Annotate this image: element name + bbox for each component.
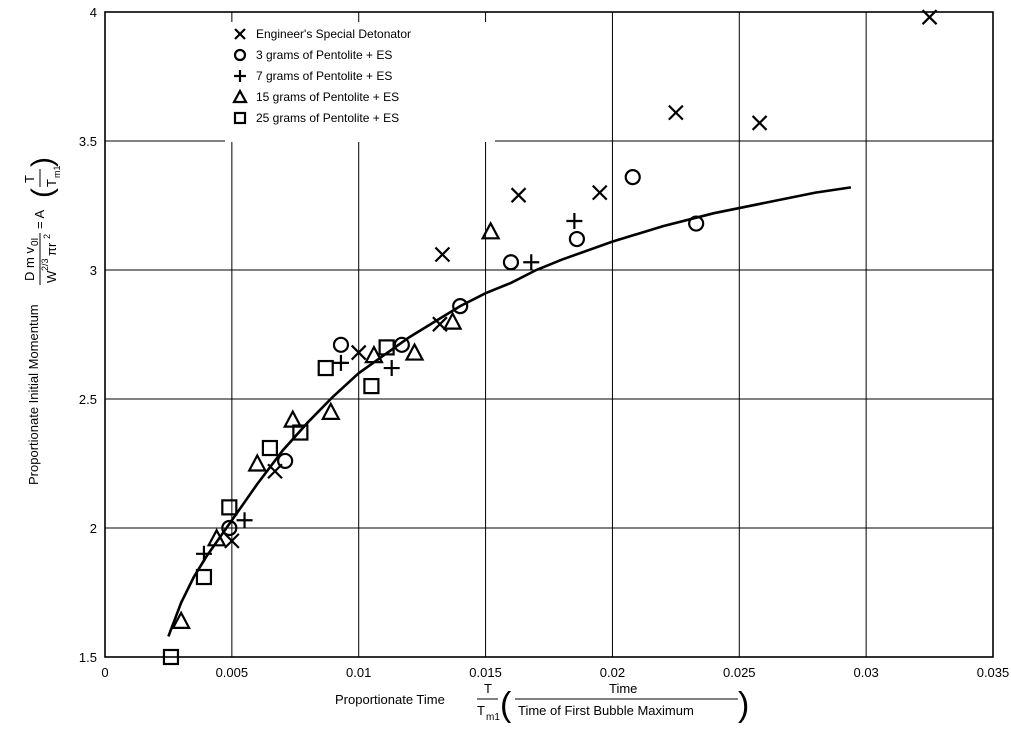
x-tick-label: 0: [101, 665, 108, 680]
x-axis-frac-den: T: [477, 703, 485, 718]
y-tick-labels: 1.5 2 2.5 3 3.5 4: [79, 5, 97, 665]
legend: Engineer's Special Detonator 3 grams of P…: [225, 22, 495, 142]
legend-marker-x: [234, 28, 246, 40]
data-point-circle: [502, 254, 520, 271]
x-tick-label: 0.005: [216, 665, 249, 680]
data-point-x: [224, 533, 240, 549]
legend-entry: 7 grams of Pentolite + ES: [256, 69, 392, 83]
data-point-plus: [236, 512, 253, 529]
data-point-triangle: [320, 401, 341, 420]
x-axis-frac-den-sub: m1: [486, 712, 500, 723]
data-point-square: [378, 339, 395, 356]
data-point-plus: [332, 354, 349, 371]
legend-entry: 25 grams of Pentolite + ES: [256, 111, 399, 125]
data-point-triangle: [171, 610, 191, 629]
y-axis-equals: = A: [32, 210, 47, 229]
legend-background: [225, 22, 495, 142]
x-axis-paren-left: (: [500, 686, 512, 724]
legend-marker-square: [233, 111, 247, 125]
data-point-x: [591, 184, 608, 201]
plot-frame: [104, 11, 994, 658]
data-point-x: [668, 104, 684, 121]
x-axis-paren-right: ): [738, 686, 749, 724]
legend-marker-circle: [233, 48, 247, 62]
data-point-x: [350, 344, 367, 361]
y-tick-label: 3.5: [79, 134, 97, 149]
y-axis-paren-den-sub: m1: [52, 165, 62, 178]
x-tick-labels: 0 0.005 0.01 0.015 0.02 0.025 0.03 0.035: [101, 665, 1009, 680]
fit-curve: [167, 186, 852, 637]
data-point-square: [363, 378, 380, 395]
data-point-plus: [566, 212, 583, 229]
y-axis-paren-num: T: [22, 175, 37, 183]
x-axis-frac-num: T: [484, 681, 492, 696]
data-point-circle: [393, 336, 410, 353]
legend-marker-plus: [234, 70, 246, 82]
y-axis-paren-left: (: [26, 188, 59, 198]
x-tick-label: 0.015: [469, 665, 502, 680]
data-point-triangle: [480, 220, 501, 240]
data-point-x: [510, 187, 527, 203]
y-axis-paren-den: T: [44, 179, 59, 187]
y-axis-paren-right: ): [26, 157, 59, 167]
y-axis-label-main: Proportionate Initial Momentum: [26, 304, 41, 485]
data-point-circle: [221, 519, 238, 537]
x-axis-paren-num: Time: [609, 681, 637, 696]
data-point-circle: [624, 169, 641, 186]
data-point-square: [195, 568, 213, 586]
x-tick-label: 0.025: [723, 665, 756, 680]
data-point-square: [261, 439, 279, 457]
y-axis-label: Proportionate Initial Momentum D m v 0I …: [22, 157, 62, 485]
x-axis-label-main: Proportionate Time: [335, 692, 445, 707]
y-axis-frac-den-rest-sup: 2: [42, 234, 52, 239]
x-tick-label: 0.035: [977, 665, 1010, 680]
data-point-circle: [688, 215, 705, 232]
data-point-plus: [383, 360, 400, 377]
data-point-circle: [568, 230, 586, 248]
data-point-triangle: [442, 311, 463, 330]
x-axis-paren-den: Time of First Bubble Maximum: [518, 703, 694, 718]
y-tick-label: 4: [90, 5, 97, 20]
legend-entry: Engineer's Special Detonator: [256, 27, 411, 41]
x-axis-label: Proportionate Time T T m1 ( Time Time of…: [335, 681, 749, 724]
x-tick-label: 0.02: [600, 665, 625, 680]
data-point-triangle: [282, 409, 303, 428]
legend-entry: 15 grams of Pentolite + ES: [256, 90, 399, 104]
y-axis-frac-num-sub: 0I: [30, 238, 41, 246]
data-point-triangle: [206, 527, 227, 547]
data-point-square: [162, 648, 180, 666]
data-point-square: [317, 359, 334, 377]
y-axis-frac-num: D m v: [22, 247, 37, 281]
data-point-square: [292, 424, 309, 441]
x-tick-label: 0.01: [346, 665, 371, 680]
y-axis-frac-den: W: [44, 270, 59, 283]
y-axis-frac-den-sup: 2/3: [40, 258, 50, 271]
data-point-square: [221, 499, 238, 516]
legend-marker-triangle: [232, 88, 248, 104]
data-point-circle: [452, 298, 469, 315]
y-tick-label: 2: [90, 521, 97, 536]
legend-entry: 3 grams of Pentolite + ES: [256, 48, 392, 62]
data-point-plus: [195, 545, 212, 562]
data-point-circle: [332, 336, 350, 353]
y-tick-label: 2.5: [79, 392, 97, 407]
data-point-circle: [277, 452, 294, 470]
data-point-triangle: [404, 342, 425, 361]
data-markers: [162, 9, 938, 666]
x-tick-label: 0.03: [853, 665, 878, 680]
data-point-x: [434, 246, 451, 263]
data-point-triangle: [247, 453, 268, 472]
data-point-plus: [523, 254, 540, 271]
data-point-x: [921, 9, 938, 25]
data-point-x: [751, 115, 768, 131]
y-axis-frac-den-rest: πr: [44, 242, 59, 256]
y-tick-label: 1.5: [79, 650, 97, 665]
data-point-triangle: [364, 344, 384, 364]
y-tick-label: 3: [90, 263, 97, 278]
